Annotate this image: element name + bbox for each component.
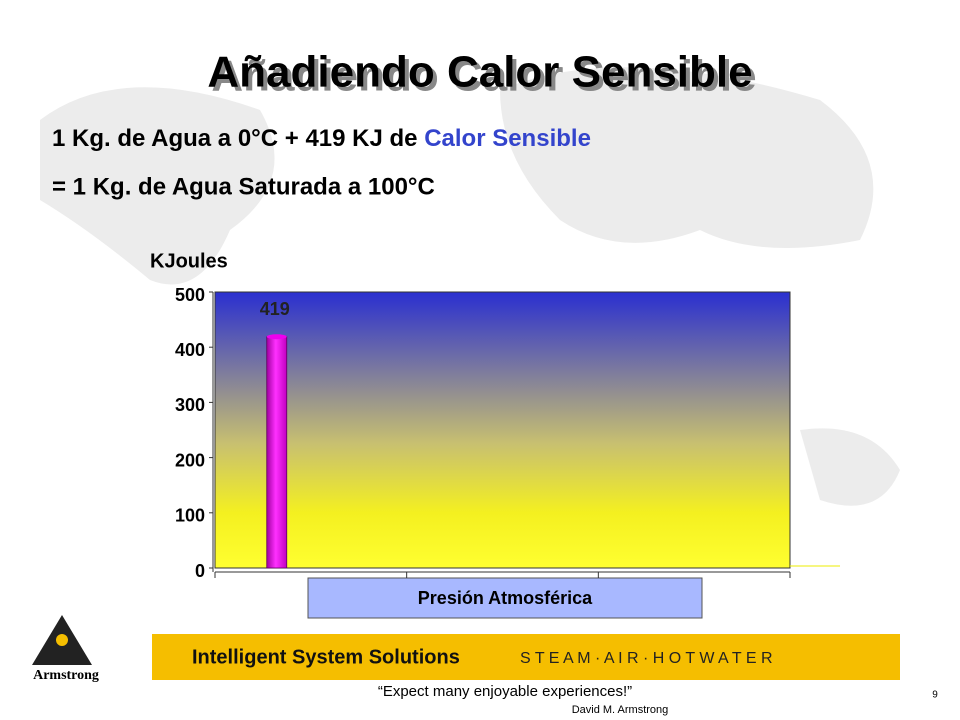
page-number: 9 [932, 690, 938, 701]
chart: 0 100 200 300 400 500 419 [175, 285, 840, 581]
y-tick-label: 100 [175, 506, 205, 526]
x-label-box [307, 577, 703, 619]
y-axis-label: KJoules [150, 250, 228, 272]
plot-area [214, 291, 791, 569]
logo-star [56, 634, 68, 646]
bar [266, 336, 288, 569]
subtitle-2: = 1 Kg. de Agua Saturada a 100°C [52, 173, 435, 200]
subtitle-highlight: Calor Sensible [424, 125, 591, 152]
data-label: 419 [260, 299, 290, 319]
subtitle: 1 Kg. de Agua a 0°C + 419 KJ de Calor Se… [52, 125, 591, 152]
title-shadow: Añadiendo Calor Sensible [211, 52, 756, 101]
bar-top [266, 334, 287, 340]
footer-text: Intelligent System Solutions [192, 646, 460, 668]
y-tick-label: 0 [195, 561, 205, 581]
quote: “Expect many enjoyable experiences!” [378, 683, 632, 700]
y-tick-label: 500 [175, 285, 205, 305]
author: David M. Armstrong [572, 704, 669, 716]
title: Añadiendo Calor Sensible [207, 48, 752, 97]
logo-text: Armstrong [33, 668, 99, 683]
y-tick-label: 400 [175, 340, 205, 360]
subtitle-text: 1 Kg. de Agua a 0°C + 419 KJ de [52, 125, 418, 152]
footer-band [152, 634, 900, 680]
y-tick-label: 300 [175, 395, 205, 415]
y-tick-label: 200 [175, 450, 205, 470]
x-axis-label: Presión Atmosférica [418, 588, 593, 608]
footer-tagline: S T E A M · A I R · H O T W A T E R [520, 650, 773, 667]
